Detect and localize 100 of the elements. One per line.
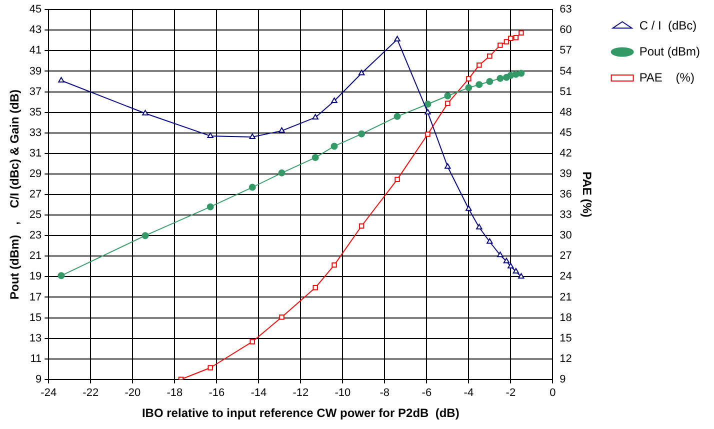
point <box>518 70 525 77</box>
y-tick-label: 45 <box>29 4 42 16</box>
point <box>249 133 256 139</box>
point <box>476 62 482 68</box>
x-tick-label: -24 <box>40 387 57 400</box>
y2-tick-label: 45 <box>560 126 572 139</box>
y-tick-label: 23 <box>29 230 42 242</box>
x-tick-label: -18 <box>166 387 183 400</box>
x-tick-label: -14 <box>250 387 267 400</box>
y2-tick-label: 39 <box>560 168 572 180</box>
y-tick-label: 17 <box>29 291 42 304</box>
point <box>512 268 520 274</box>
y-tick-label: 9 <box>36 373 42 386</box>
y-tick-label: 41 <box>29 44 42 57</box>
y-tick-label: 35 <box>29 106 42 118</box>
point <box>207 132 214 138</box>
y2-tick-label: 60 <box>560 24 572 36</box>
x-tick-label: -20 <box>124 387 141 400</box>
y-tick-label: 43 <box>29 24 42 36</box>
y2-tick-label: 57 <box>560 44 572 57</box>
legend-label: C / I (dBc) <box>639 18 697 32</box>
y2-tick-label: 48 <box>560 106 572 118</box>
point <box>503 258 510 264</box>
point <box>518 30 524 36</box>
point <box>142 232 149 240</box>
y-axis-title: Pout (dBm) , C/I (dBc) & Gain (dB) <box>8 90 22 300</box>
x-tick-label: -10 <box>334 387 351 400</box>
point <box>142 110 148 116</box>
y-tick-label: 25 <box>29 209 42 222</box>
point <box>424 100 432 108</box>
point <box>513 35 519 40</box>
y2-axis-title: PAE (%) <box>580 172 594 218</box>
y2-tick-label: 12 <box>560 352 572 365</box>
point <box>394 36 400 42</box>
point <box>358 70 365 76</box>
point <box>486 78 494 86</box>
y2-tick-label: 18 <box>560 312 572 324</box>
point <box>394 176 400 182</box>
point <box>206 203 214 210</box>
y2-tick-label: 36 <box>560 188 572 201</box>
y-tick-label: 33 <box>29 126 42 139</box>
legend-label: PAE (%) <box>639 70 694 84</box>
point <box>278 127 285 133</box>
point <box>504 39 510 44</box>
point <box>508 262 514 268</box>
point <box>466 205 472 211</box>
point <box>445 100 450 106</box>
point <box>496 74 504 82</box>
point <box>58 272 65 280</box>
y-tick-label: 15 <box>29 312 42 324</box>
legend-label: Pout (dBm) <box>639 44 700 58</box>
y2-tick-label: 30 <box>560 230 572 242</box>
point <box>497 252 504 258</box>
point <box>279 314 284 320</box>
point <box>424 108 431 114</box>
point <box>444 163 451 169</box>
point <box>208 365 213 370</box>
point <box>250 339 255 344</box>
x-tick-label: -2 <box>506 387 516 400</box>
y-tick-label: 27 <box>29 188 42 201</box>
point <box>358 130 366 138</box>
point <box>476 224 482 230</box>
x-tick-label: -8 <box>380 387 390 400</box>
point <box>312 285 318 290</box>
y-tick-label: 19 <box>29 270 42 283</box>
point <box>358 223 364 229</box>
y2-tick-label: 54 <box>560 65 572 78</box>
point <box>466 76 472 82</box>
point <box>508 36 514 41</box>
x-tick-label: 0 <box>550 387 556 400</box>
point <box>425 132 430 137</box>
y-tick-label: 21 <box>29 250 42 262</box>
point <box>487 54 492 59</box>
point <box>476 81 483 88</box>
y2-tick-label: 42 <box>560 147 572 160</box>
point <box>465 84 472 92</box>
x-tick-label: -6 <box>422 387 432 400</box>
y-tick-label: 13 <box>29 332 42 344</box>
y2-tick-label: 15 <box>560 332 572 344</box>
y-tick-label: 29 <box>29 168 42 180</box>
point <box>248 184 256 191</box>
x-tick-label: -22 <box>82 387 99 400</box>
x-tick-label: -16 <box>208 387 225 400</box>
y-tick-label: 37 <box>29 86 42 98</box>
point <box>278 169 286 176</box>
point <box>330 142 338 150</box>
y-tick-label: 39 <box>29 65 42 78</box>
x-tick-label: -4 <box>464 387 474 400</box>
point <box>394 112 401 120</box>
y2-tick-label: 33 <box>560 209 572 222</box>
y2-tick-label: 21 <box>560 291 572 304</box>
x-tick-label: -12 <box>292 387 309 400</box>
point <box>312 114 318 120</box>
y-tick-label: 11 <box>30 352 42 365</box>
point <box>486 238 493 244</box>
y2-tick-label: 27 <box>560 250 572 262</box>
point <box>444 92 452 100</box>
point <box>331 98 338 104</box>
y2-tick-label: 24 <box>560 270 572 283</box>
point <box>332 262 337 268</box>
